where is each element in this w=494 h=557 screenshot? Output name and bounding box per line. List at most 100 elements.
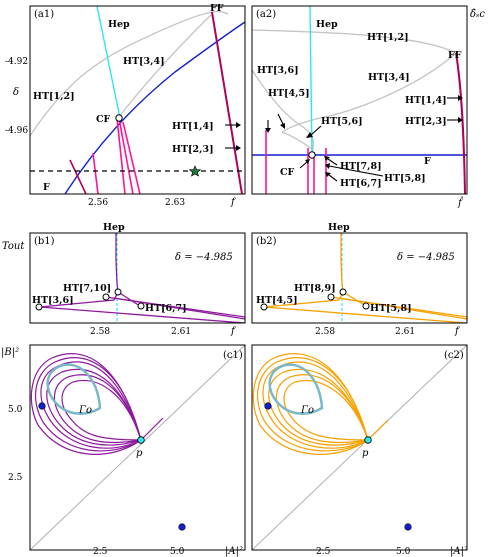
c2-xtick-1: 2.5 <box>316 547 331 557</box>
a2-label-ht34: HT[3,4] <box>368 72 410 83</box>
c2-tail <box>367 419 389 441</box>
a2-label-ht36: HT[3,6] <box>257 65 299 76</box>
b1-label-ht36: HT[3,6] <box>32 295 74 306</box>
b1-point-ht710-a <box>114 288 122 296</box>
c1-x-axis-label: |A|² <box>225 546 243 557</box>
c1-blue-point-2 <box>178 523 186 531</box>
a2-ht56-curve <box>281 131 314 151</box>
c2-blue-point-1 <box>264 402 272 410</box>
panel-a2: (a2) δ̂ₛc f̂ Hep HT[1,2] FF HT[3,6] HT[4… <box>251 5 485 209</box>
a1-cf-point <box>115 114 123 122</box>
a1-hep-curve <box>96 6 121 119</box>
b2-point-ht45 <box>260 303 268 311</box>
c1-xtick-1: 2.5 <box>93 547 108 557</box>
c2-orbit-6 <box>252 353 369 455</box>
b1-point-ht710-b <box>102 293 110 301</box>
c2-xtick-2: 5.0 <box>396 547 411 557</box>
c1-ytick-2: 2.5 <box>8 473 23 483</box>
a1-x-axis-label: f <box>230 197 237 208</box>
b1-panel-label: (b1) <box>34 236 55 247</box>
b2-label-ht58: HT[5,8] <box>370 303 412 314</box>
a2-ht12-curve <box>252 29 457 54</box>
c1-orbit-6 <box>30 353 142 455</box>
b2-curves <box>263 233 467 323</box>
b1-curve-2 <box>117 291 141 307</box>
b1-point-ht67 <box>137 302 145 310</box>
a1-curves <box>30 6 245 194</box>
c1-tail <box>140 417 164 441</box>
c1-p-label: p <box>136 448 143 459</box>
a1-panel-label: (a1) <box>34 9 54 20</box>
b2-curve-2 <box>342 291 367 307</box>
c2-x-axis-label: |A|² <box>450 546 468 557</box>
b2-label-ht45: HT[4,5] <box>256 295 298 306</box>
a2-label-ht23: HT[2,3] <box>405 116 447 127</box>
c2-gamma-orbit <box>268 363 324 415</box>
c1-orbit-4 <box>35 357 142 452</box>
a2-ff-curve <box>455 52 466 194</box>
a2-hep-curve <box>309 6 313 156</box>
a2-label-f: F <box>424 156 431 167</box>
panel-b2: (b2) δ = −4.985 Hep HT[8,9] HT[4,5] HT[5… <box>251 222 468 337</box>
c2-orbit-3 <box>276 374 369 444</box>
b2-label-ht89: HT[8,9] <box>294 283 336 294</box>
a1-label-ff: FF <box>210 3 224 14</box>
c2-p-point <box>364 436 372 444</box>
b2-curve-main <box>263 233 344 308</box>
c1-orbit-3 <box>54 374 142 444</box>
b2-point-ht89-a <box>339 288 347 296</box>
b1-curves <box>39 233 245 323</box>
c1-plot <box>30 345 245 550</box>
b2-curve-5 <box>338 297 467 320</box>
a1-star-marker <box>188 165 202 177</box>
c1-p-point <box>137 436 145 444</box>
a2-x-axis-label: f̂ <box>457 197 464 209</box>
a2-label-hep: Hep <box>316 19 338 30</box>
c2-blue-point-2 <box>404 523 412 531</box>
a1-label-cf: CF <box>96 114 111 125</box>
a2-label-ht12: HT[1,2] <box>367 32 409 43</box>
panel-c1: (c1) |B|² 5.0 2.5 2.5 5.0 |A|² Γo p <box>1 344 246 557</box>
a1-xtick-2: 2.63 <box>165 198 185 208</box>
b1-label-ht710: HT[7,10] <box>63 283 111 294</box>
c1-panel-label: (c1) <box>223 350 243 361</box>
a1-ytick-2: -4.96 <box>5 126 28 136</box>
c2-orbit-5 <box>283 380 369 441</box>
b1-x-axis-label: f <box>230 326 237 337</box>
c1-y-axis-label: |B|² <box>1 347 19 358</box>
a1-ht34-curve <box>117 13 213 119</box>
a1-label-hep: Hep <box>108 19 130 30</box>
b1-xtick-1: 2.58 <box>90 327 110 337</box>
b1-curve-3 <box>39 306 245 323</box>
b1-label-ht67: HT[6,7] <box>145 303 187 314</box>
c2-panel-label: (c2) <box>444 350 464 361</box>
a1-ytick-1: -4.92 <box>5 57 28 67</box>
c1-gamma-orbit <box>46 363 102 415</box>
a1-label-f: F <box>43 182 50 193</box>
a2-label-ht45: HT[4,5] <box>268 88 310 99</box>
a2-label-ht67: HT[6,7] <box>340 178 382 189</box>
a1-label-ht14: HT[1,4] <box>172 121 214 132</box>
b1-xtick-2: 2.61 <box>171 327 191 337</box>
a2-curves <box>252 6 467 194</box>
a2-panel-label: (a2) <box>256 9 276 20</box>
c1-gamma-label: Γo <box>78 405 92 416</box>
a1-ff-curve <box>211 11 243 194</box>
c1-blue-point-1 <box>38 402 46 410</box>
b2-curve-3 <box>263 306 467 323</box>
a1-label-ht23: HT[2,3] <box>172 144 214 155</box>
a2-ht34-curve <box>281 52 457 133</box>
a1-xtick-1: 2.56 <box>88 198 108 208</box>
c2-gamma-label: Γo <box>300 405 314 416</box>
a2-label-ht78: HT[7,8] <box>340 161 382 172</box>
a1-blue-curve <box>64 21 245 194</box>
c2-orbit-4 <box>257 357 369 452</box>
a2-label-ff: FF <box>448 50 462 61</box>
a2-loop-curve <box>252 69 315 155</box>
b1-curve-5 <box>113 297 245 320</box>
c1-orbit-1 <box>40 361 142 449</box>
b1-curve-main <box>39 233 119 308</box>
a2-label-cf: CF <box>280 167 295 178</box>
c1-orbits <box>30 353 164 455</box>
